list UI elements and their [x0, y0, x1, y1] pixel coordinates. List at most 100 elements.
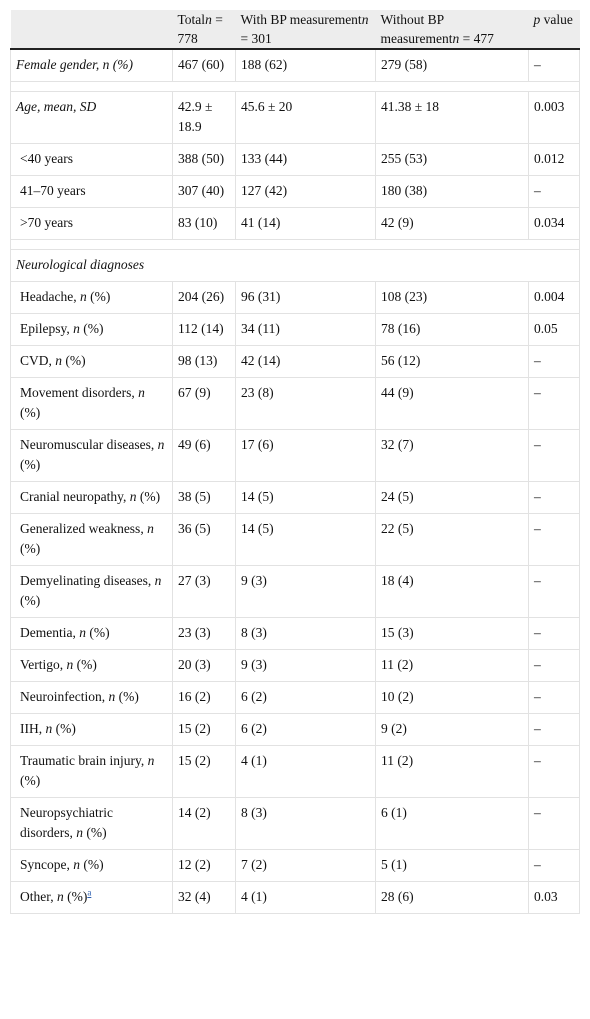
value-cell: 36 (5)	[172, 513, 236, 566]
value-cell: 56 (12)	[375, 345, 529, 378]
table-row: Generalized weakness, n (%) 36 (5) 14 (5) 2…	[10, 513, 580, 566]
value-cell: 204 (26)	[172, 281, 236, 314]
text: (%)	[52, 721, 76, 736]
value-cell: 12 (2)	[172, 849, 236, 882]
value-cell: 0.05	[528, 313, 580, 346]
row-label: Traumatic brain injury, n (%)	[10, 745, 173, 798]
value-cell: 98 (13)	[172, 345, 236, 378]
text: (%)	[86, 289, 111, 304]
value-cell: 20 (3)	[172, 649, 236, 682]
value-cell: 180 (38)	[375, 175, 529, 208]
value-cell: 32 (7)	[375, 429, 529, 482]
value-cell: 16 (2)	[172, 681, 236, 714]
italic-text: p	[533, 12, 541, 27]
value-cell: 83 (10)	[172, 207, 236, 240]
value-cell: 32 (4)	[172, 881, 236, 914]
value-cell: 15 (3)	[375, 617, 529, 650]
header-cell: p value	[528, 10, 580, 50]
value-cell: 78 (16)	[375, 313, 529, 346]
table-row: Cranial neuropathy, n (%) 38 (5) 14 (5) 24 …	[10, 481, 580, 514]
value-cell: 467 (60)	[172, 48, 236, 82]
header-row: Totaln = 778 With BP measurementn = 301 Wi…	[10, 10, 580, 50]
row-label: Generalized weakness, n (%)	[10, 513, 173, 566]
italic-text: n	[205, 12, 212, 27]
data-table: Totaln = 778 With BP measurementn = 301 Wi…	[10, 10, 580, 914]
table-row: Dementia, n (%) 23 (3) 8 (3) 15 (3) –	[10, 617, 580, 650]
text: Epilepsy,	[20, 321, 74, 336]
table-body: Female gender, n (%) 467 (60) 188 (62) 279 …	[10, 48, 580, 914]
value-cell: 41 (14)	[235, 207, 376, 240]
value-cell: 6 (1)	[375, 797, 529, 850]
table-row: Movement disorders, n (%) 67 (9) 23 (8) 44 …	[10, 377, 580, 430]
text: >70 years	[20, 215, 73, 230]
value-cell: 14 (5)	[235, 513, 376, 566]
row-label: Other, n (%)a	[10, 881, 173, 914]
italic-text: n	[73, 857, 80, 872]
value-cell: 0.004	[528, 281, 580, 314]
text: Traumatic brain injury,	[20, 753, 148, 768]
row-label: Age, mean, SD	[10, 91, 173, 144]
header-cell: Without BP measurementn = 477	[375, 10, 529, 50]
value-cell: –	[528, 48, 580, 82]
value-cell: 0.003	[528, 91, 580, 144]
italic-text: n	[79, 289, 87, 304]
table-row: Traumatic brain injury, n (%) 15 (2) 4 (1)…	[10, 745, 580, 798]
value-cell: 24 (5)	[375, 481, 529, 514]
value-cell: 6 (2)	[235, 713, 376, 746]
italic-text: n	[147, 521, 154, 536]
italic-text: n	[56, 889, 64, 904]
value-cell: 14 (2)	[172, 797, 236, 850]
text: CVD,	[20, 353, 56, 368]
value-cell: 188 (62)	[235, 48, 376, 82]
value-cell: 307 (40)	[172, 175, 236, 208]
value-cell: 8 (3)	[235, 617, 376, 650]
row-label: Epilepsy, n (%)	[10, 313, 173, 346]
spacer-row	[10, 81, 580, 92]
text: = 477	[459, 31, 494, 46]
text: (%)	[63, 889, 88, 904]
table-row: Epilepsy, n (%) 112 (14) 34 (11) 78 (16) 0.0…	[10, 313, 580, 346]
row-label: >70 years	[10, 207, 173, 240]
value-cell: 6 (2)	[235, 681, 376, 714]
header-cell: Totaln = 778	[172, 10, 236, 50]
footnote-link[interactable]: a	[87, 887, 92, 898]
table-row: 41–70 years 307 (40) 127 (42) 180 (38) –	[10, 175, 580, 208]
text: IIH,	[20, 721, 46, 736]
italic-text: n	[55, 353, 63, 368]
value-cell: –	[528, 513, 580, 566]
value-cell: 11 (2)	[375, 745, 529, 798]
value-cell: 96 (31)	[235, 281, 376, 314]
text: (%)	[62, 353, 86, 368]
text: Neuromuscular diseases,	[20, 437, 158, 452]
table-row: <40 years 388 (50) 133 (44) 255 (53) 0.012	[10, 143, 580, 176]
italic-text: n	[452, 31, 460, 46]
italic-text: n	[66, 657, 74, 672]
text: (%)	[20, 541, 41, 556]
text: Total	[177, 12, 206, 27]
value-cell: –	[528, 681, 580, 714]
value-cell: 9 (2)	[375, 713, 529, 746]
value-cell: 38 (5)	[172, 481, 236, 514]
row-label: Syncope, n (%)	[10, 849, 173, 882]
italic-text: Female gender, n (%)	[16, 57, 133, 72]
text: (%)	[79, 321, 104, 336]
value-cell: 34 (11)	[235, 313, 376, 346]
text: (%)	[85, 625, 110, 640]
value-cell: 45.6 ± 20	[235, 91, 376, 144]
row-label: CVD, n (%)	[10, 345, 173, 378]
value-cell: 127 (42)	[235, 175, 376, 208]
table-row: Age, mean, SD 42.9 ± 18.9 45.6 ± 20 41.38 ±…	[10, 91, 580, 144]
row-label: Dementia, n (%)	[10, 617, 173, 650]
table-row: CVD, n (%) 98 (13) 42 (14) 56 (12) –	[10, 345, 580, 378]
header-cell	[10, 10, 173, 50]
value-cell: 108 (23)	[375, 281, 529, 314]
row-label: 41–70 years	[10, 175, 173, 208]
value-cell: 9 (3)	[235, 565, 376, 618]
row-label: Movement disorders, n (%)	[10, 377, 173, 430]
table-row: Neuromuscular diseases, n (%) 49 (6) 17 (6…	[10, 429, 580, 482]
text: (%)	[73, 657, 97, 672]
table-row: Demyelinating diseases, n (%) 27 (3) 9 (3)…	[10, 565, 580, 618]
value-cell: 133 (44)	[235, 143, 376, 176]
table-row: Female gender, n (%) 467 (60) 188 (62) 279 …	[10, 48, 580, 82]
text: Neuroinfection,	[20, 689, 109, 704]
